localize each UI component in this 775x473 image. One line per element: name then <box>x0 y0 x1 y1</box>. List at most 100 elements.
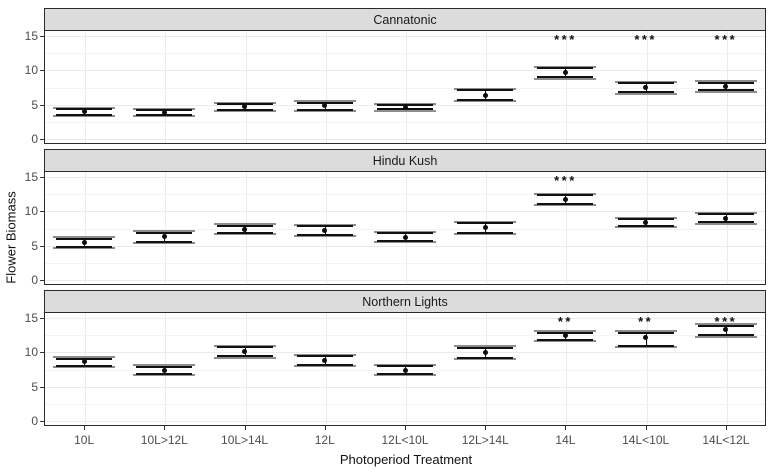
point-estimate <box>161 234 167 240</box>
y-tick-mark <box>40 211 44 213</box>
error-bar-lower-cap <box>377 239 433 242</box>
vertical-gridline <box>165 31 167 143</box>
horizontal-gridline-major <box>45 386 765 388</box>
point-estimate <box>242 226 248 232</box>
facet-panel <box>44 31 766 144</box>
error-bar-upper-cap <box>296 225 353 228</box>
significance-stars: *** <box>554 173 577 189</box>
vertical-gridline <box>566 31 568 143</box>
horizontal-gridline-major <box>45 279 765 281</box>
point-estimate <box>402 104 408 110</box>
point-estimate <box>723 215 729 221</box>
vertical-gridline <box>646 313 648 425</box>
y-tick-label: 15 <box>24 170 38 185</box>
ci-band-upper <box>133 107 196 110</box>
error-bar-upper-cap <box>697 81 754 84</box>
point-estimate <box>161 109 167 115</box>
x-tick-label: 14L<12L <box>702 433 750 447</box>
error-bar-lower-cap <box>457 231 514 234</box>
point-estimate <box>723 327 729 333</box>
horizontal-gridline-major <box>45 177 765 179</box>
ci-band-lower <box>293 365 356 368</box>
significance-stars: *** <box>714 32 738 48</box>
ci-band-lower <box>374 241 436 244</box>
ci-band-upper <box>53 356 116 359</box>
error-bar-upper-cap <box>56 357 113 360</box>
ci-band-upper <box>614 216 677 219</box>
error-bar-upper-cap <box>697 213 754 216</box>
ci-band-lower <box>614 226 677 229</box>
error-bar-upper-cap <box>537 331 594 334</box>
ci-band-upper <box>454 345 517 348</box>
y-tick-label: 10 <box>24 63 38 78</box>
horizontal-gridline-minor <box>45 403 765 405</box>
error-bar-upper-cap <box>617 82 674 85</box>
ci-band-lower <box>133 115 196 118</box>
x-tick-label: 10L <box>74 433 95 447</box>
x-tick-label: 10L>14L <box>221 433 269 447</box>
x-tick-mark <box>244 426 246 430</box>
y-tick-label: 0 <box>31 131 38 146</box>
ci-band-upper <box>213 344 276 347</box>
horizontal-gridline-minor <box>45 262 765 264</box>
ci-band-upper <box>454 87 517 90</box>
point-estimate <box>402 367 408 373</box>
error-bar-upper-cap <box>457 222 514 225</box>
horizontal-gridline-major <box>45 245 765 247</box>
ci-band-upper <box>293 354 356 357</box>
point-estimate <box>482 224 488 230</box>
vertical-gridline <box>726 313 728 425</box>
horizontal-gridline-minor <box>45 228 765 230</box>
ci-band-lower <box>53 247 116 250</box>
horizontal-gridline-minor <box>45 335 765 337</box>
vertical-gridline <box>245 313 247 425</box>
ci-band-lower <box>133 373 196 376</box>
ci-band-lower <box>694 222 757 225</box>
point-estimate <box>562 333 568 339</box>
point-estimate <box>643 335 649 341</box>
vertical-gridline <box>486 313 488 425</box>
y-tick-mark <box>40 36 44 38</box>
ci-band-upper <box>53 236 116 239</box>
y-tick-mark <box>40 352 44 354</box>
y-tick-label: 15 <box>24 311 38 326</box>
point-estimate <box>322 103 328 109</box>
ci-band-lower <box>213 232 276 235</box>
facet-strip: Northern Lights <box>44 290 766 313</box>
vertical-gridline <box>486 31 488 143</box>
y-tick-label: 5 <box>31 97 38 112</box>
vertical-gridline <box>566 313 568 425</box>
y-tick-label: 0 <box>31 413 38 428</box>
ci-band-lower <box>614 345 677 348</box>
point-estimate <box>562 197 568 203</box>
point-estimate <box>482 92 488 98</box>
x-tick-mark <box>645 426 647 430</box>
x-tick-mark <box>405 426 406 430</box>
vertical-gridline <box>85 172 87 284</box>
x-tick-mark <box>485 426 487 430</box>
error-bar-lower-cap <box>296 233 353 236</box>
vertical-gridline <box>325 31 327 143</box>
facet-strip-title: Cannatonic <box>373 12 437 27</box>
error-bar-lower-cap <box>216 355 273 358</box>
x-tick-mark <box>84 426 86 430</box>
ci-band-upper <box>213 101 276 104</box>
ci-band-lower <box>133 241 196 244</box>
error-bar-upper-cap <box>216 224 273 227</box>
ci-band-upper <box>133 364 196 367</box>
horizontal-gridline-minor <box>45 194 765 196</box>
ci-band-lower <box>454 100 517 103</box>
point-estimate <box>402 234 408 240</box>
horizontal-gridline-major <box>45 352 765 354</box>
ci-band-lower <box>454 358 517 361</box>
ci-band-lower <box>293 235 356 238</box>
error-bar-upper-cap <box>697 324 754 327</box>
significance-stars: *** <box>554 32 577 48</box>
ci-band-upper <box>293 224 356 227</box>
facet-strip-title: Hindu Kush <box>372 153 438 168</box>
error-bar-upper-cap <box>216 345 273 348</box>
error-bar-upper-cap <box>617 331 674 334</box>
point-estimate <box>322 358 328 364</box>
ci-band-lower <box>374 373 436 376</box>
vertical-gridline <box>566 172 568 284</box>
